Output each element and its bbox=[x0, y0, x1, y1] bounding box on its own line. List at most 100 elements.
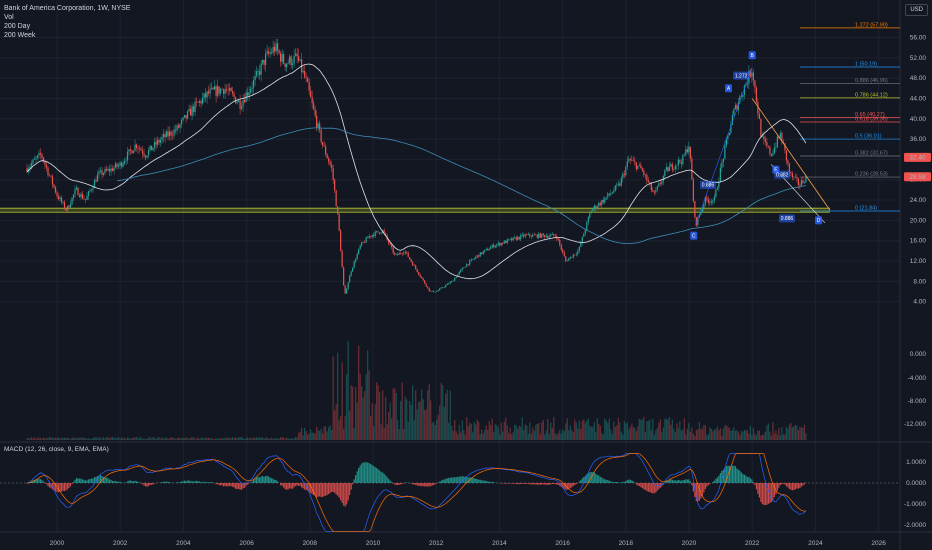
candle-body bbox=[153, 141, 156, 148]
macd-histogram-bar bbox=[77, 478, 79, 483]
volume-bar bbox=[644, 432, 646, 440]
volume-bar bbox=[443, 407, 445, 440]
volume-bar bbox=[587, 418, 589, 440]
volume-bar bbox=[323, 426, 325, 440]
candle-body bbox=[629, 159, 631, 160]
macd-histogram-bar bbox=[766, 483, 768, 505]
candle-body bbox=[170, 131, 172, 136]
macd-histogram-bar bbox=[617, 482, 619, 483]
candle-body bbox=[643, 170, 645, 176]
macd-histogram-bar bbox=[656, 483, 658, 491]
volume-bar bbox=[358, 345, 360, 440]
macd-histogram-bar bbox=[259, 477, 261, 483]
volume-bar bbox=[123, 437, 126, 440]
volume-bar bbox=[526, 425, 528, 440]
macd-histogram-bar bbox=[518, 483, 520, 485]
macd-histogram-bar bbox=[563, 483, 565, 489]
wave-ratio-badge bbox=[699, 180, 716, 189]
macd-histogram-bar bbox=[113, 481, 115, 483]
candle-body bbox=[593, 205, 595, 209]
candle-body bbox=[237, 100, 240, 103]
candle-body bbox=[457, 274, 459, 278]
macd-histogram-bar bbox=[613, 482, 615, 483]
volume-bar bbox=[54, 437, 57, 440]
symbol-title[interactable]: Bank of America Corporation, 1W, NYSE bbox=[4, 5, 131, 12]
volume-bar bbox=[763, 434, 765, 440]
volume-bar bbox=[596, 418, 598, 440]
volume-bar bbox=[758, 430, 760, 440]
macd-histogram-bar bbox=[530, 483, 532, 485]
volume-bar bbox=[571, 429, 573, 440]
volume-bar bbox=[230, 438, 232, 440]
macd-histogram-bar bbox=[50, 483, 52, 489]
legend-volume[interactable]: Vol bbox=[4, 14, 14, 21]
time-tick: 2012 bbox=[429, 540, 444, 547]
candle-body bbox=[739, 96, 741, 103]
candle-body bbox=[442, 287, 444, 289]
volume-bar bbox=[259, 437, 261, 440]
candle-body bbox=[605, 197, 607, 199]
volume-bar bbox=[721, 435, 723, 440]
candle-body bbox=[488, 249, 490, 251]
currency-badge[interactable]: USD bbox=[905, 4, 928, 16]
macd-histogram-bar bbox=[598, 475, 600, 483]
macd-histogram-bar bbox=[770, 483, 773, 503]
candle-body bbox=[177, 125, 180, 128]
macd-histogram-bar bbox=[98, 475, 100, 483]
candle-body bbox=[754, 80, 756, 88]
macd-histogram-bar bbox=[129, 480, 132, 483]
candle-body bbox=[250, 89, 252, 93]
macd-histogram-bar bbox=[296, 483, 298, 486]
macd-histogram-bar bbox=[443, 479, 445, 483]
candle-body bbox=[38, 152, 40, 156]
macd-histogram-bar bbox=[478, 479, 480, 483]
volume-bar bbox=[559, 429, 561, 440]
wedge-upper-trendline bbox=[751, 98, 831, 211]
macd-histogram-bar bbox=[325, 483, 327, 496]
candle-body bbox=[494, 246, 496, 248]
candle-body bbox=[749, 70, 751, 77]
volume-bar bbox=[328, 427, 330, 440]
macd-histogram-bar bbox=[35, 479, 37, 483]
axes: 56.0052.0048.0044.0040.0036.0032.0028.00… bbox=[50, 35, 931, 547]
macd-histogram-bar bbox=[542, 483, 544, 485]
macd-histogram-bar bbox=[736, 468, 738, 483]
candle-body bbox=[499, 242, 501, 246]
time-tick: 2022 bbox=[745, 540, 760, 547]
volume-bar bbox=[592, 426, 594, 440]
candle-body bbox=[373, 234, 375, 237]
legend-200-week[interactable]: 200 Week bbox=[4, 32, 36, 39]
candle-body bbox=[665, 167, 667, 171]
macd-histogram-bar bbox=[104, 477, 106, 483]
candle-body bbox=[650, 182, 652, 190]
candle-body bbox=[446, 283, 448, 286]
candle-body bbox=[568, 258, 570, 261]
volume-bar bbox=[785, 427, 788, 440]
volume-bar bbox=[740, 430, 742, 440]
candle-body bbox=[236, 102, 238, 104]
volume-bar bbox=[201, 437, 204, 440]
legend-200-day[interactable]: 200 Day bbox=[4, 23, 31, 30]
volume-bar bbox=[251, 438, 253, 440]
macd-histogram-bar bbox=[692, 483, 694, 492]
volume-bar bbox=[310, 429, 312, 440]
candle-body bbox=[171, 135, 174, 137]
wave-ratio-badge bbox=[774, 170, 791, 179]
macd-histogram-bar bbox=[47, 483, 49, 487]
candle-body bbox=[656, 186, 658, 190]
volume-bar bbox=[610, 429, 612, 440]
candle-body bbox=[512, 237, 514, 241]
volume-bar bbox=[398, 428, 400, 440]
volume-bar bbox=[692, 433, 694, 440]
candle-body bbox=[268, 51, 270, 54]
macd-histogram-bar bbox=[458, 476, 460, 483]
volume-bar bbox=[752, 428, 754, 440]
volume-bar bbox=[337, 352, 339, 440]
volume-bar bbox=[227, 437, 229, 440]
macd-legend[interactable]: MACD (12, 26, close, 9, EMA, EMA) bbox=[4, 446, 109, 453]
macd-histogram-bar bbox=[481, 480, 483, 483]
volume-bar bbox=[728, 427, 730, 440]
volume-bar bbox=[772, 422, 774, 440]
macd-histogram-bar bbox=[265, 476, 267, 483]
